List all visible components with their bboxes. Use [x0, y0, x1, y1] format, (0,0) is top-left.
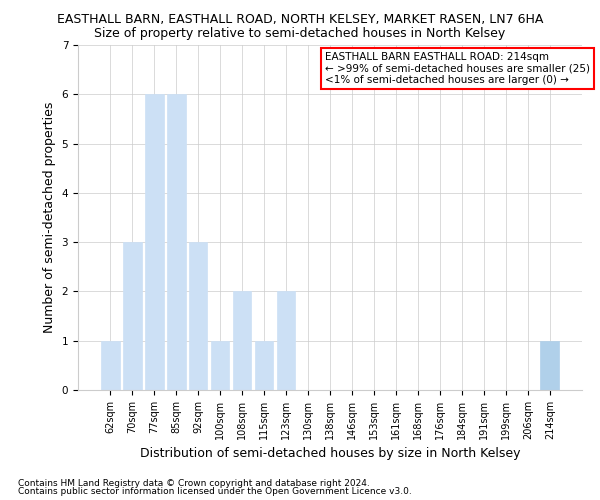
- Bar: [233, 292, 251, 390]
- Y-axis label: Number of semi-detached properties: Number of semi-detached properties: [43, 102, 56, 333]
- Bar: [145, 94, 164, 390]
- Text: EASTHALL BARN, EASTHALL ROAD, NORTH KELSEY, MARKET RASEN, LN7 6HA: EASTHALL BARN, EASTHALL ROAD, NORTH KELS…: [57, 12, 543, 26]
- Text: Contains public sector information licensed under the Open Government Licence v3: Contains public sector information licen…: [18, 487, 412, 496]
- Bar: [101, 340, 119, 390]
- X-axis label: Distribution of semi-detached houses by size in North Kelsey: Distribution of semi-detached houses by …: [140, 448, 520, 460]
- Bar: [189, 242, 208, 390]
- Text: Contains HM Land Registry data © Crown copyright and database right 2024.: Contains HM Land Registry data © Crown c…: [18, 478, 370, 488]
- Bar: [211, 340, 229, 390]
- Bar: [255, 340, 274, 390]
- Text: Size of property relative to semi-detached houses in North Kelsey: Size of property relative to semi-detach…: [94, 28, 506, 40]
- Text: EASTHALL BARN EASTHALL ROAD: 214sqm
← >99% of semi-detached houses are smaller (: EASTHALL BARN EASTHALL ROAD: 214sqm ← >9…: [325, 52, 590, 85]
- Bar: [277, 292, 295, 390]
- Bar: [123, 242, 142, 390]
- Bar: [167, 94, 185, 390]
- Bar: [541, 340, 559, 390]
